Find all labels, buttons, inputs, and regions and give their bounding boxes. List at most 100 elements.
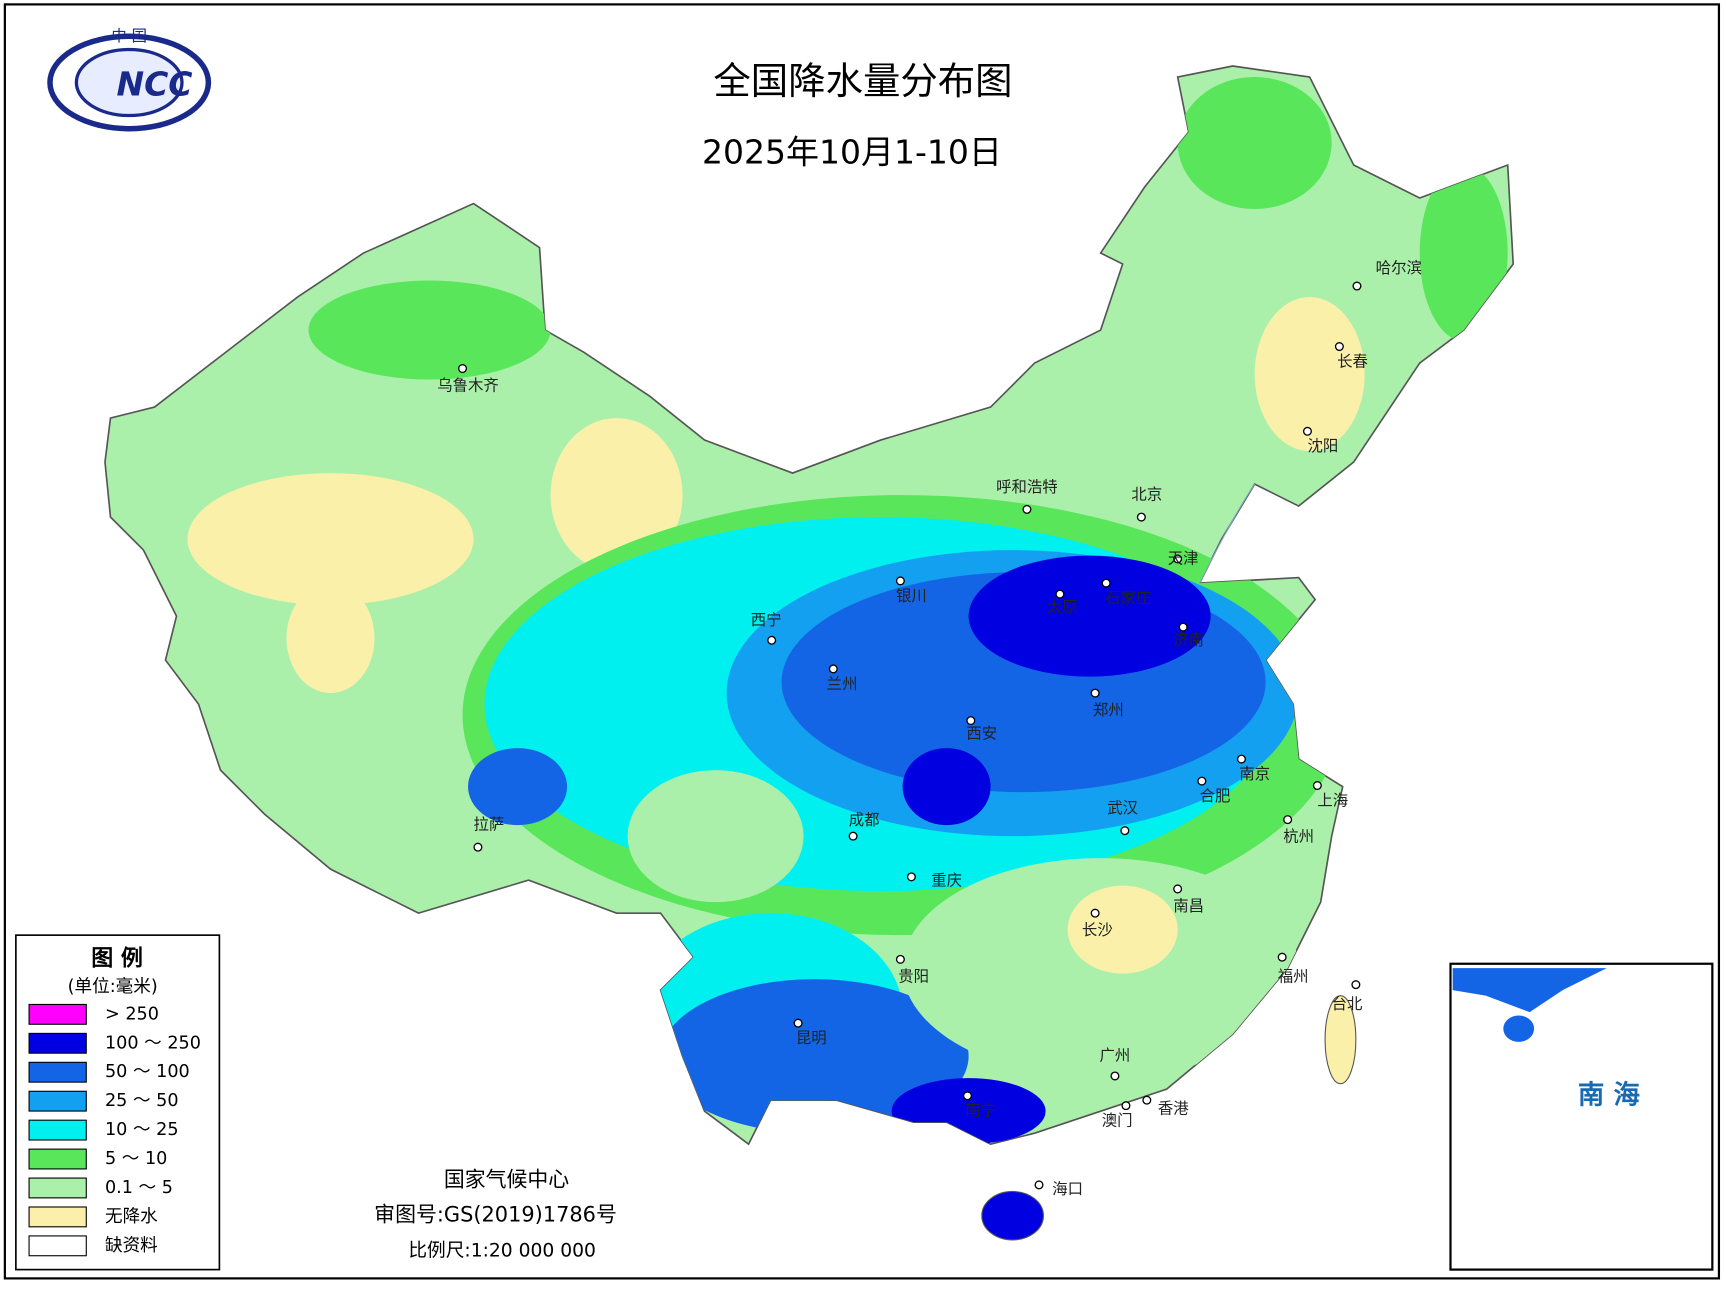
legend-swatch [28,1177,87,1199]
city-label: 澳门 [1102,1112,1133,1130]
city-marker [767,635,777,645]
legend-swatch [28,1032,87,1054]
city-label: 南昌 [1173,897,1204,915]
city-label: 乌鲁木齐 [437,377,499,395]
city-marker [828,664,838,674]
city-label: 郑州 [1093,701,1124,719]
city-label: 银川 [896,587,927,605]
legend-swatch [28,1235,87,1257]
city-label: 沈阳 [1307,437,1338,455]
city-label: 济南 [1173,631,1204,649]
logo-top: 中 国 [111,27,147,45]
legend-swatch [28,1061,87,1083]
legend: 图 例 (单位:毫米) > 250 100 ～ 250 50 ～ 100 25 ～ 5… [15,934,221,1271]
city-label: 台北 [1332,995,1363,1013]
city-label: 长春 [1337,352,1368,370]
city-marker [1197,776,1207,786]
city-label: 重庆 [931,872,962,890]
city-marker [1110,1071,1120,1081]
city-marker [1142,1095,1152,1105]
city-marker [1090,688,1100,698]
city-label: 广州 [1100,1047,1131,1065]
city-marker [1121,1101,1131,1111]
legend-label: 无降水 [105,1207,158,1227]
city-label: 拉萨 [474,816,505,834]
city-marker [1352,281,1362,291]
legend-label: > 250 [105,1004,159,1024]
city-marker [848,831,858,841]
city-label: 西宁 [751,611,782,629]
logo: 中 国 NCC [47,27,212,132]
city-label: 福州 [1278,967,1309,985]
city-label: 石家庄 [1105,589,1151,607]
city-marker [906,872,916,882]
city-label: 兰州 [827,675,858,693]
city-label: 香港 [1158,1099,1189,1117]
city-label: 上海 [1317,791,1348,809]
legend-swatch [28,1090,87,1112]
footer-scale: 比例尺:1:20 000 000 [408,1240,596,1261]
city-marker [1136,512,1146,522]
city-label: 天津 [1168,549,1199,567]
legend-label: 50 ～ 100 [105,1062,190,1082]
precip-map [104,65,1515,1241]
city-marker [1090,908,1100,918]
city-label: 西安 [966,724,997,742]
logo-text: NCC [116,64,192,103]
footer-agency: 国家气候中心 [444,1167,569,1191]
city-marker [1101,578,1111,588]
city-marker [1334,342,1344,352]
city-label: 哈尔滨 [1376,259,1422,277]
title: 全国降水量分布图 [713,59,1012,103]
city-label: 武汉 [1107,799,1138,817]
city-marker [1120,826,1130,836]
legend-unit: (单位:毫米) [68,977,158,997]
legend-swatch [28,1003,87,1025]
city-marker [966,716,976,726]
city-label: 呼和浩特 [996,478,1058,496]
city-label: 杭州 [1283,828,1314,846]
city-marker [1312,781,1322,791]
legend-title: 图 例 [91,946,143,971]
city-label: 海口 [1052,1180,1083,1198]
city-marker [1173,884,1183,894]
city-marker [895,576,905,586]
city-marker [895,954,905,964]
city-marker [1022,504,1032,514]
city-label: 长沙 [1082,921,1113,939]
legend-swatch [28,1119,87,1141]
city-marker [1178,622,1188,632]
legend-label: 25 ～ 50 [105,1091,179,1111]
inset: 南 海 [1449,962,1714,1271]
city-label: 北京 [1131,486,1162,504]
city-marker [1351,980,1361,990]
city-label: 合肥 [1200,787,1231,805]
city-marker [963,1091,973,1101]
city-marker [1283,815,1293,825]
inset-label: 南 海 [1578,1079,1640,1110]
city-marker [1055,589,1065,599]
legend-label: 缺资料 [105,1236,158,1256]
city-marker [1034,1180,1044,1190]
city-label: 昆明 [796,1029,827,1047]
city-label: 太原 [1047,598,1078,616]
taiwan [1324,995,1357,1085]
legend-swatch [28,1148,87,1170]
city-marker [1173,554,1183,564]
legend-swatch [28,1206,87,1228]
city-marker [793,1018,803,1028]
legend-label: 0.1 ～ 5 [105,1178,173,1198]
legend-label: 10 ～ 25 [105,1120,179,1140]
city-marker [458,364,468,374]
city-label: 贵阳 [898,967,929,985]
subtitle: 2025年10月1-10日 [702,133,1002,172]
city-marker [473,842,483,852]
city-marker [1302,426,1312,436]
city-marker [1277,952,1287,962]
legend-label: 5 ～ 10 [105,1149,167,1169]
city-marker [1236,754,1246,764]
hainan [981,1190,1044,1241]
city-label: 南京 [1239,765,1270,783]
